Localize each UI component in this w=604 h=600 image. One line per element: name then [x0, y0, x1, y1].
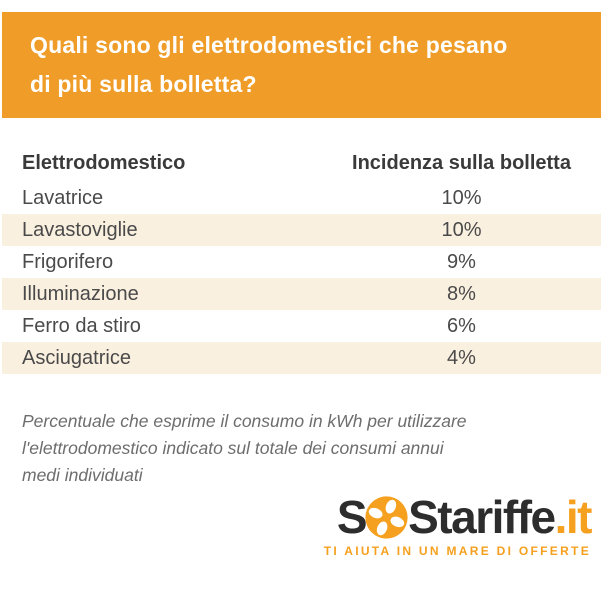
logo-tld: .it [554, 491, 593, 543]
lifebuoy-icon [365, 495, 408, 539]
table-row: Ferro da stiro 6% [2, 310, 601, 342]
table-row: Lavatrice 10% [2, 182, 601, 214]
appliance-label: Frigorifero [22, 250, 114, 273]
appliance-label: Lavastoviglie [22, 218, 138, 241]
appliance-label: Illuminazione [22, 282, 139, 305]
table-row: Asciugatrice 4% [2, 342, 601, 374]
incidence-value: 9% [447, 250, 476, 273]
table-row: Lavastoviglie 10% [2, 214, 601, 246]
footnote: Percentuale che esprime il consumo in kW… [22, 408, 562, 489]
logo-name-rest: tariffe [437, 491, 556, 543]
incidence-value: 10% [441, 186, 482, 209]
footnote-line-1: Percentuale che esprime il consumo in kW… [22, 411, 467, 431]
incidence-value: 10% [441, 218, 482, 241]
incidence-value: 6% [447, 314, 476, 337]
table-body: Lavatrice 10% Lavastoviglie 10% Frigorif… [2, 182, 601, 374]
incidence-value: 8% [447, 282, 476, 305]
table-row: Frigorifero 9% [2, 246, 601, 278]
footnote-line-3: medi individuati [22, 465, 143, 485]
column-header-appliance: Elettrodomestico [22, 151, 186, 174]
appliance-table: Elettrodomestico Incidenza sulla bollett… [2, 144, 601, 374]
logo-letter-s1: S [336, 491, 368, 543]
incidence-value: 4% [447, 346, 476, 369]
title-band: Quali sono gli elettrodomestici che pesa… [2, 12, 601, 118]
column-header-incidence: Incidenza sulla bolletta [352, 151, 571, 174]
logo-tagline: TI AIUTA IN UN MARE DI OFFERTE [323, 544, 591, 558]
appliance-label: Lavatrice [22, 186, 104, 209]
appliance-label: Asciugatrice [22, 346, 131, 369]
page-title-line-1: Quali sono gli elettrodomestici che pesa… [30, 32, 508, 58]
footnote-line-2: l'elettrodomestico indicato sul totale d… [22, 438, 444, 458]
logo-letter-s2: S [408, 491, 439, 543]
page-title-line-2: di più sulla bolletta? [30, 71, 257, 97]
appliance-label: Ferro da stiro [22, 314, 141, 337]
table-header-row: Elettrodomestico Incidenza sulla bollett… [2, 144, 601, 182]
table-row: Illuminazione 8% [2, 278, 601, 310]
